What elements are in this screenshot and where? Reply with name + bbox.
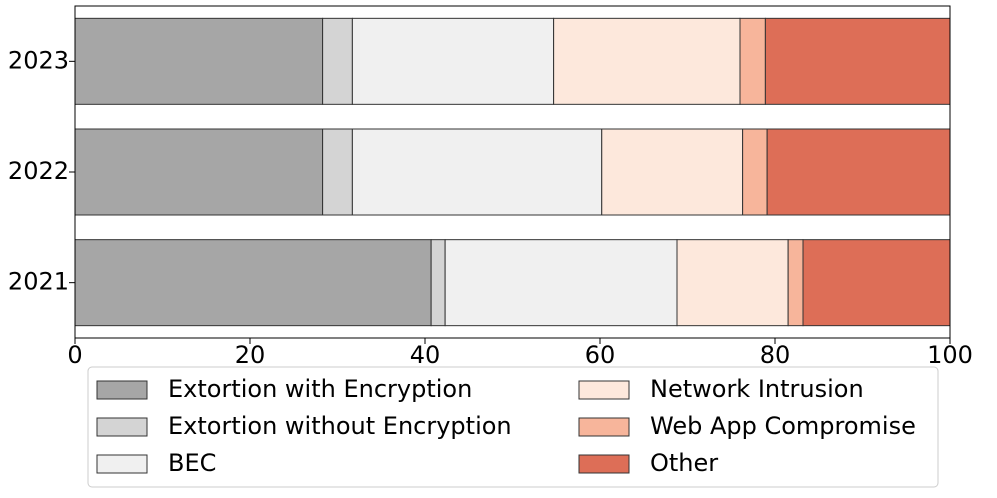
bar-segment xyxy=(676,239,789,327)
legend-label: BEC xyxy=(168,449,216,477)
bar-segment xyxy=(74,128,324,216)
bar-segment xyxy=(430,239,446,327)
bar-segment xyxy=(74,17,324,105)
bar-segment xyxy=(739,17,766,105)
legend-swatch xyxy=(96,380,148,400)
bar-segment xyxy=(444,239,678,327)
bar-segment xyxy=(802,239,951,327)
legend-label: Extortion without Encryption xyxy=(168,412,512,440)
y-tick-label: 2022 xyxy=(8,157,69,185)
y-tick-label: 2023 xyxy=(8,46,69,74)
plot-frame xyxy=(74,5,951,339)
legend-swatch xyxy=(578,417,630,437)
bar-segment xyxy=(322,17,353,105)
x-tick-label: 0 xyxy=(67,341,82,369)
bar-segment xyxy=(74,239,432,327)
x-tick-label: 40 xyxy=(410,341,441,369)
bar-segment xyxy=(351,17,555,105)
legend-swatch xyxy=(96,417,148,437)
x-tick-label: 100 xyxy=(927,341,973,369)
bar-segment xyxy=(351,128,603,216)
legend-label: Other xyxy=(650,449,718,477)
legend-swatch xyxy=(96,454,148,474)
legend-label: Network Intrusion xyxy=(650,375,864,403)
x-tick-label: 80 xyxy=(760,341,791,369)
bar-segment xyxy=(553,17,741,105)
bar-segment xyxy=(322,128,353,216)
bar-segment xyxy=(787,239,804,327)
legend-swatch xyxy=(578,380,630,400)
x-tick-label: 60 xyxy=(585,341,616,369)
legend-label: Extortion with Encryption xyxy=(168,375,472,403)
bar-segment xyxy=(601,128,744,216)
legend-label: Web App Compromise xyxy=(650,412,916,440)
legend-frame xyxy=(87,366,939,488)
bar-segment xyxy=(742,128,768,216)
bar-segment xyxy=(764,17,951,105)
x-tick-label: 20 xyxy=(235,341,266,369)
y-tick-label: 2021 xyxy=(8,268,69,296)
bar-segment xyxy=(766,128,951,216)
legend-swatch xyxy=(578,454,630,474)
